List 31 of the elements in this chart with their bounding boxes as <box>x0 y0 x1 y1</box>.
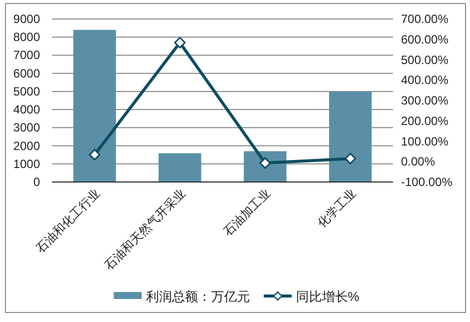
x-tick-label: 石油加工业 <box>220 186 274 239</box>
y2-tick-label: 300.00% <box>401 94 449 108</box>
point <box>174 36 186 48</box>
y-tick-label: 0 <box>33 175 40 189</box>
y-tick-label: 1000 <box>13 156 40 171</box>
y-tick-label: 5000 <box>13 84 40 98</box>
y-tick-label: 8000 <box>13 30 40 44</box>
bar <box>73 30 116 182</box>
y2-tick-label: 600.00% <box>401 32 449 46</box>
x-tick-label: 石油和化工行业 <box>33 186 103 256</box>
bar <box>329 91 372 182</box>
y2-tick-label: 200.00% <box>401 114 449 128</box>
y-tick-label: 3000 <box>13 120 40 135</box>
x-tick-label: 化学工业 <box>314 186 358 230</box>
y-tick-label: 7000 <box>13 48 40 62</box>
legend-label: 利润总额：万亿元 <box>146 289 250 304</box>
y2-tick-label: -100.00% <box>401 175 453 189</box>
y2-tick-label: 400.00% <box>401 73 449 88</box>
legend-label: 同比增长% <box>296 289 360 304</box>
y2-tick-label: 0.00% <box>401 154 436 169</box>
point <box>344 152 356 164</box>
x-tick-label: 石油和天然气开采业 <box>102 186 188 272</box>
y2-tick-label: 100.00% <box>401 134 449 148</box>
y-tick-label: 9000 <box>13 12 40 26</box>
y-tick-label: 6000 <box>13 66 40 80</box>
y2-tick-label: 700.00% <box>401 12 449 26</box>
y2-tick-label: 500.00% <box>401 52 449 67</box>
bar <box>158 153 202 182</box>
point <box>88 148 100 160</box>
y-tick-label: 2000 <box>13 138 40 153</box>
y-tick-label: 4000 <box>13 102 40 117</box>
